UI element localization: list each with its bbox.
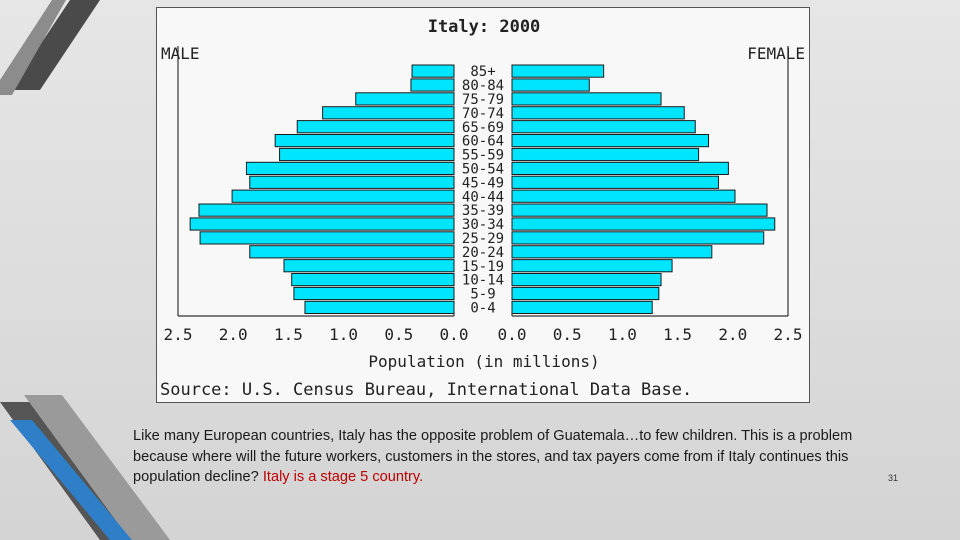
female-bar (511, 92, 662, 106)
age-group-label: 30-34 (462, 217, 504, 233)
male-bar (293, 286, 455, 301)
female-bar (511, 203, 768, 217)
dark-stripe-top (10, 0, 100, 90)
male-bar (249, 175, 455, 189)
female-bar (511, 245, 713, 259)
female-bar (511, 120, 696, 134)
caption-text: Like many European countries, Italy has … (133, 428, 853, 485)
age-group-label: 20-24 (462, 245, 504, 261)
female-bar (511, 286, 660, 301)
male-bar (355, 92, 455, 106)
female-tick-label: 0.0 (498, 325, 527, 344)
chart-title: Italy: 2000 (428, 17, 541, 37)
male-bar (279, 147, 455, 162)
male-bar (189, 217, 455, 231)
population-pyramid-chart: Italy: 2000 MALE FEMALE 85+80-8475-7970-… (160, 17, 805, 400)
female-bar (511, 64, 605, 78)
page-number: 31 (888, 473, 899, 483)
age-group-label: 50-54 (462, 162, 504, 178)
female-label: FEMALE (747, 44, 805, 63)
male-bar (231, 189, 455, 203)
female-bars (511, 64, 776, 314)
female-tick-label: 1.5 (663, 325, 692, 344)
gray-stripe-top (0, 0, 66, 95)
female-bar (511, 161, 729, 176)
male-bar (198, 203, 455, 217)
female-bar (511, 217, 776, 231)
male-bar (411, 64, 455, 78)
age-group-label: 5-9 (470, 287, 495, 303)
female-bar (511, 106, 685, 120)
age-group-label: 0-4 (470, 301, 495, 317)
population-pyramid-figure: Italy: 2000 MALE FEMALE 85+ 80-84 75-79 70-… (156, 7, 810, 403)
female-bar (511, 134, 710, 148)
female-bar (511, 231, 765, 245)
age-group-label: 80-84 (462, 78, 504, 94)
female-tick-label: 0.5 (553, 325, 582, 344)
female-bar (511, 175, 719, 189)
age-group-label: 65-69 (462, 120, 504, 136)
age-group-label: 55-59 (462, 148, 504, 164)
blue-stripe (10, 420, 132, 540)
male-bar (274, 134, 455, 148)
male-bar (410, 78, 455, 92)
age-group-labels: 85+80-8475-7970-7465-6960-6455-5950-5445… (462, 64, 504, 316)
male-tick-label: 0.5 (384, 325, 413, 344)
male-bar (249, 245, 455, 259)
male-bar (245, 161, 455, 176)
male-bars (189, 64, 455, 314)
female-tick-label: 2.5 (774, 325, 803, 344)
male-tick-label: 0.0 (440, 325, 469, 344)
axes (177, 46, 789, 317)
age-group-label: 15-19 (462, 259, 504, 275)
female-bar (511, 259, 673, 273)
age-group-label: 60-64 (462, 134, 504, 150)
male-tick-label: 1.5 (274, 325, 303, 344)
male-tick-label: 1.0 (329, 325, 358, 344)
female-bar (511, 273, 662, 287)
male-tick-label: 2.0 (219, 325, 248, 344)
female-bar (511, 147, 700, 162)
source-note: Source: U.S. Census Bureau, Internationa… (160, 380, 692, 400)
caption-highlight: Italy is a stage 5 country. (262, 469, 424, 485)
male-bar (322, 106, 455, 120)
caption: Like many European countries, Italy has … (133, 426, 883, 488)
tick-labels: 2.5 2.0 1.5 1.0 0.5 0.0 0.0 0.5 1.0 1.5 2.0 2.5 (164, 325, 803, 344)
male-tick-label: 2.5 (164, 325, 193, 344)
gray-stripe (24, 395, 170, 540)
female-bar (511, 78, 590, 92)
male-bar (199, 231, 455, 245)
age-group-label: 10-14 (462, 273, 504, 289)
age-group-label: 45-49 (462, 175, 504, 191)
male-label: MALE (161, 44, 200, 63)
female-tick-label: 1.0 (608, 325, 637, 344)
female-bar (511, 300, 653, 314)
age-group-label: 35-39 (462, 203, 504, 219)
female-bar (511, 189, 736, 203)
male-bar (296, 120, 455, 134)
age-group-label: 75-79 (462, 92, 504, 108)
male-bar (304, 300, 455, 314)
age-group-label: 25-29 (462, 231, 504, 247)
male-bar (283, 259, 455, 273)
male-bar (291, 273, 455, 287)
x-axis-label: Population (in millions) (368, 352, 599, 371)
age-group-label: 85+ (470, 64, 495, 80)
age-group-label: 40-44 (462, 189, 504, 205)
female-tick-label: 2.0 (718, 325, 747, 344)
age-group-label: 70-74 (462, 106, 504, 122)
